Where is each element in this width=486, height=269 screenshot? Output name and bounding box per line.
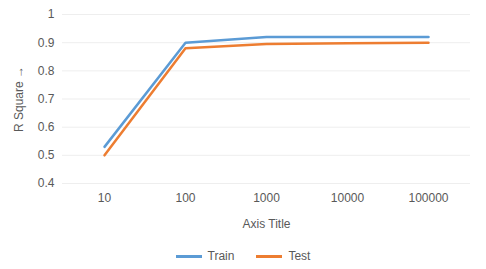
svg-text:1000: 1000 [253,191,280,205]
svg-text:0.6: 0.6 [38,120,55,134]
svg-text:100: 100 [175,191,195,205]
html-text:Train: Train [207,249,235,263]
svg-text:Axis Title: Axis Title [242,217,290,231]
svg-text:100000: 100000 [408,191,448,205]
svg-text:0.8: 0.8 [38,64,55,78]
html-text:Test: Test [288,249,311,263]
svg-text:R Square →: R Square → [12,66,26,132]
svg-text:0.9: 0.9 [38,36,55,50]
svg-text:10: 10 [98,191,112,205]
svg-text:10000: 10000 [331,191,365,205]
svg-text:0.4: 0.4 [38,176,55,190]
svg-text:1: 1 [48,7,55,21]
svg-text:0.7: 0.7 [38,92,55,106]
svg-text:0.5: 0.5 [38,148,55,162]
